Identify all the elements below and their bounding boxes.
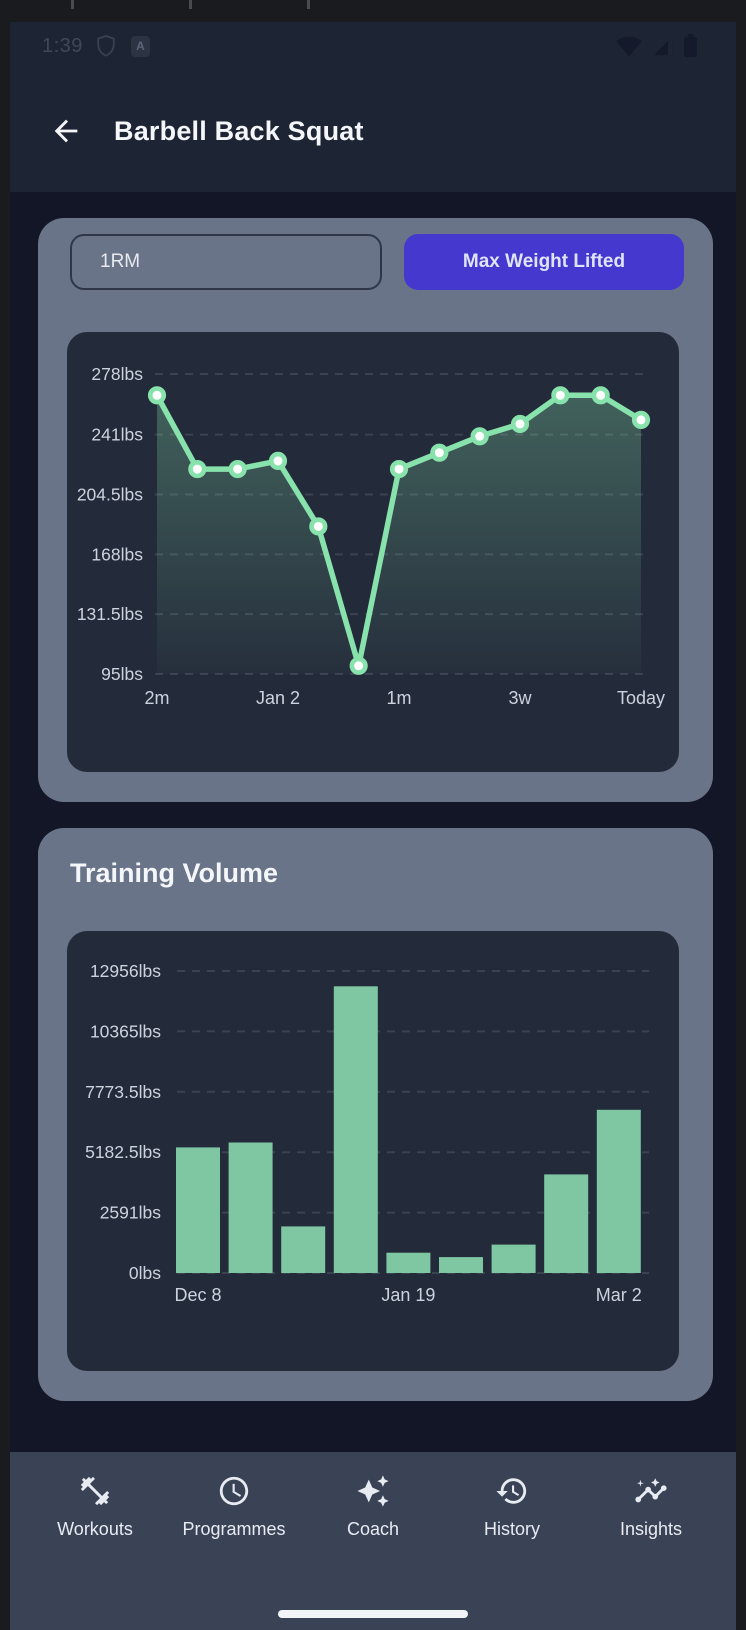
toggle-1rm-button[interactable]: 1RM [70,234,382,290]
y-tick-label: 5182.5lbs [85,1142,161,1162]
volume-bar[interactable] [439,1257,483,1273]
line-chart-point[interactable] [349,656,368,675]
privacy-shield-icon [97,34,115,57]
wifi-icon [616,36,642,57]
nav-label: History [483,1519,540,1539]
history-icon [496,1478,527,1504]
line-chart-point[interactable] [147,386,167,405]
status-left-icons: A [95,33,150,60]
training-volume-bar-chart[interactable]: 0lbs 2591lbs 5182.5lbs 7773.5lbs 10365lbs 129… [67,931,679,1371]
line-chart-area-fill [157,395,641,674]
frame-tick [189,0,192,9]
line-chart-point[interactable] [268,451,288,470]
volume-bar[interactable] [281,1226,326,1273]
line-chart-point[interactable] [591,386,610,405]
x-tick-label: 3w [508,688,532,708]
cellular-signal-icon [653,36,673,56]
x-tick-label: Dec 8 [174,1285,221,1305]
x-tick-label: Jan 2 [256,688,300,708]
status-bar: 1:39 A [10,22,736,70]
bottom-nav: Workouts Programmes Coach History Insigh… [10,1452,736,1630]
line-chart-point[interactable] [188,459,207,479]
line-chart-point[interactable] [228,459,247,479]
volume-bar[interactable] [596,1109,641,1273]
page-title: Barbell Back Squat [114,115,364,146]
app-screen: 1:39 A [10,22,736,1630]
y-tick-label: 10365lbs [90,1021,161,1041]
volume-bar[interactable] [176,1147,220,1273]
x-tick-label: 1m [386,688,411,708]
x-tick-label: Mar 2 [596,1285,642,1305]
line-chart-point[interactable] [309,517,328,536]
max-weight-line-chart[interactable]: 278lbs 241lbs 204.5lbs 168lbs 131.5lbs 95lbs 2… [67,332,679,772]
x-tick-label: Jan 19 [381,1285,435,1305]
status-time: 1:39 [42,34,83,57]
line-chart-point[interactable] [551,386,570,405]
back-button[interactable] [46,111,86,151]
bar-chart-svg: 0lbs 2591lbs 5182.5lbs 7773.5lbs 10365lbs 129… [85,961,649,1305]
y-tick-label: 12956lbs [90,961,161,981]
insights-icon [635,1478,667,1503]
training-volume-title: Training Volume [70,858,279,888]
y-tick-label: 95lbs [101,664,143,684]
device-frame-right [736,22,746,1630]
x-tick-label: Today [617,688,665,708]
home-indicator[interactable] [278,1610,468,1618]
device-frame-left [0,22,10,1630]
dumbbell-icon [80,1476,110,1506]
y-tick-label: 278lbs [91,364,143,384]
y-tick-label: 168lbs [91,544,143,564]
nav-label: Programmes [182,1519,286,1539]
status-right-icons [615,34,698,58]
y-tick-label: 0lbs [129,1263,161,1283]
app-top-bar: 1:39 A [10,22,736,192]
training-volume-card: Training Volume 0lbs 2591lbs 5182.5lbs 7773… [38,828,713,1401]
frame-tick [307,0,310,9]
battery-icon [684,34,697,58]
volume-bar[interactable] [228,1142,273,1274]
nav-label: Coach [346,1519,400,1539]
volume-bar[interactable] [544,1174,589,1273]
y-tick-label: 204.5lbs [77,484,143,504]
y-tick-label: 7773.5lbs [85,1082,161,1102]
nav-item-workouts[interactable]: Workouts [28,1474,162,1630]
nav-item-insights[interactable]: Insights [584,1474,718,1630]
nav-item-coach[interactable]: Coach [306,1474,440,1630]
nav-label: Workouts [57,1519,133,1539]
line-chart-svg: 278lbs 241lbs 204.5lbs 168lbs 131.5lbs 95lbs2… [77,364,665,708]
max-weight-card: 1RM Max Weight Lifted 278lbs 241lbs 204.5l… [38,218,713,802]
device-frame-top [0,0,746,22]
y-tick-label: 2591lbs [100,1203,162,1223]
app-badge-icon: A [130,35,150,57]
x-tick-label: 2m [144,688,169,708]
nav-label: Insights [619,1519,683,1539]
toggle-max-weight-button[interactable]: Max Weight Lifted [404,234,684,290]
volume-bar[interactable] [333,986,378,1273]
y-tick-label: 241lbs [91,425,143,445]
nav-item-history[interactable]: History [445,1474,579,1630]
line-chart-point[interactable] [389,459,409,479]
sparkles-icon [357,1475,389,1507]
line-chart-point[interactable] [430,443,449,462]
clock-icon [219,1476,249,1506]
header: Barbell Back Squat [10,70,736,192]
volume-bar[interactable] [386,1252,431,1273]
nav-item-programmes[interactable]: Programmes [167,1474,301,1630]
metric-toggle-group: 1RM Max Weight Lifted [70,234,684,290]
line-chart-point[interactable] [631,410,651,430]
arrow-back-icon [54,119,78,143]
line-chart-point[interactable] [470,427,489,446]
frame-tick [71,0,74,9]
y-tick-label: 131.5lbs [77,604,143,624]
volume-bar[interactable] [491,1244,536,1273]
line-chart-point[interactable] [510,414,530,434]
